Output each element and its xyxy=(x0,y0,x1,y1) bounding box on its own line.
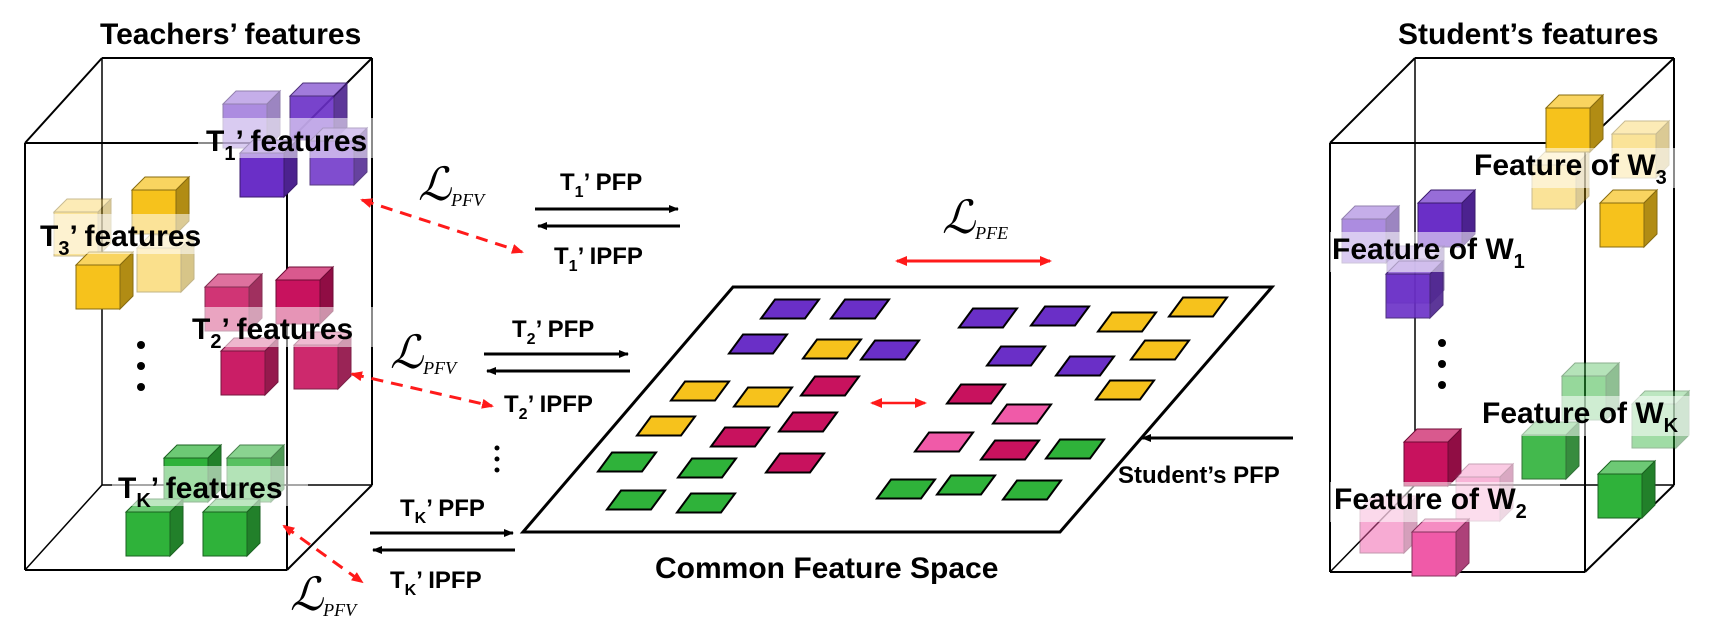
tk-ipfp-label: TK’ IPFP xyxy=(390,567,482,599)
pink-feature-tile xyxy=(913,431,975,453)
yellow-feature-cube xyxy=(1598,188,1659,249)
tk-pfp-label: TK’ PFP xyxy=(400,495,485,527)
t1-pfp-label: T1’ PFP xyxy=(560,169,642,201)
w2-feature-label: Feature of W2 xyxy=(1334,483,1527,523)
student-pfp-label: Student’s PFP xyxy=(1118,462,1280,489)
yellow-feature-tile xyxy=(1096,311,1158,333)
common-feature-tiles xyxy=(596,296,1229,514)
t2-features-label: T2’ features xyxy=(192,313,353,353)
purple-feature-tile xyxy=(727,333,789,355)
t3-features-label: T3’ features xyxy=(40,220,201,260)
green-feature-tile xyxy=(1044,438,1106,460)
magenta-feature-tile xyxy=(799,375,861,397)
w1-feature-label: Feature of W1 xyxy=(1332,233,1525,273)
green-feature-tile xyxy=(935,474,997,496)
green-feature-tile xyxy=(675,492,737,514)
yellow-feature-cube xyxy=(1544,93,1605,154)
yellow-feature-tile xyxy=(1094,379,1156,401)
yellow-feature-tile xyxy=(1129,339,1191,361)
t1-ipfp-label: T1’ IPFP xyxy=(554,243,643,275)
green-feature-tile xyxy=(676,457,738,479)
green-feature-tile xyxy=(596,451,658,473)
yellow-feature-tile xyxy=(635,415,697,437)
students-features-title: Student’s features xyxy=(1398,18,1659,51)
t1-features-label: T1’ features xyxy=(206,125,367,165)
green-feature-cube xyxy=(1596,459,1657,520)
pink-feature-tile xyxy=(991,403,1053,425)
magenta-feature-tile xyxy=(979,439,1041,461)
magenta-feature-tile xyxy=(945,383,1007,405)
t2-ipfp-label: T2’ IPFP xyxy=(504,391,593,423)
pfv-loss-label-2: ℒPFV xyxy=(390,327,458,378)
t2-pfp-label: T2’ PFP xyxy=(512,316,594,348)
green-feature-tile xyxy=(875,478,937,500)
purple-feature-tile xyxy=(985,345,1047,367)
student-label-boxes xyxy=(1330,148,1708,522)
purple-feature-tile xyxy=(859,339,921,361)
purple-feature-tile xyxy=(759,298,821,320)
purple-feature-tile xyxy=(957,307,1019,329)
pfv-dashed-arrow-2 xyxy=(350,371,494,409)
teacher-label-boxes xyxy=(34,118,390,506)
pfv-dashed-arrow-k xyxy=(282,524,364,584)
pfv-loss-label-1: ℒPFV xyxy=(418,159,486,210)
student-ellipsis xyxy=(1438,339,1446,389)
pfp-arrows xyxy=(370,205,1293,554)
arrow-ellipsis xyxy=(494,445,500,473)
wk-feature-label: Feature of WK xyxy=(1482,397,1679,437)
pink-feature-cube xyxy=(1410,517,1471,578)
pfe-loss-label: ℒPFE xyxy=(942,192,1008,243)
pfv-dashed-arrow-1 xyxy=(360,198,524,254)
teachers-features-title: Teachers’ features xyxy=(100,18,361,51)
tk-features-label: TK’ features xyxy=(118,472,283,512)
magenta-feature-tile xyxy=(777,411,839,433)
yellow-feature-tile xyxy=(801,338,863,360)
green-feature-cube xyxy=(201,497,262,558)
magenta-feature-tile xyxy=(764,452,826,474)
magenta-feature-cube xyxy=(1402,427,1463,488)
green-feature-cube xyxy=(124,497,185,558)
common-feature-space-label: Common Feature Space xyxy=(655,552,998,585)
teacher-ellipsis xyxy=(137,341,145,391)
magenta-feature-tile xyxy=(709,426,771,448)
pfv-loss-label-k: ℒPFV xyxy=(290,569,358,620)
green-feature-tile xyxy=(605,489,667,511)
loss-arrows xyxy=(282,198,1052,584)
yellow-feature-cube xyxy=(74,250,135,311)
purple-feature-tile xyxy=(829,298,891,320)
student-cubes xyxy=(1340,93,1691,578)
yellow-feature-tile xyxy=(732,386,794,408)
purple-feature-tile xyxy=(1054,355,1116,377)
w3-feature-label: Feature of W3 xyxy=(1474,149,1667,189)
yellow-feature-tile xyxy=(1167,296,1229,318)
green-feature-tile xyxy=(1001,479,1063,501)
yellow-feature-tile xyxy=(669,380,731,402)
purple-feature-tile xyxy=(1029,305,1091,327)
